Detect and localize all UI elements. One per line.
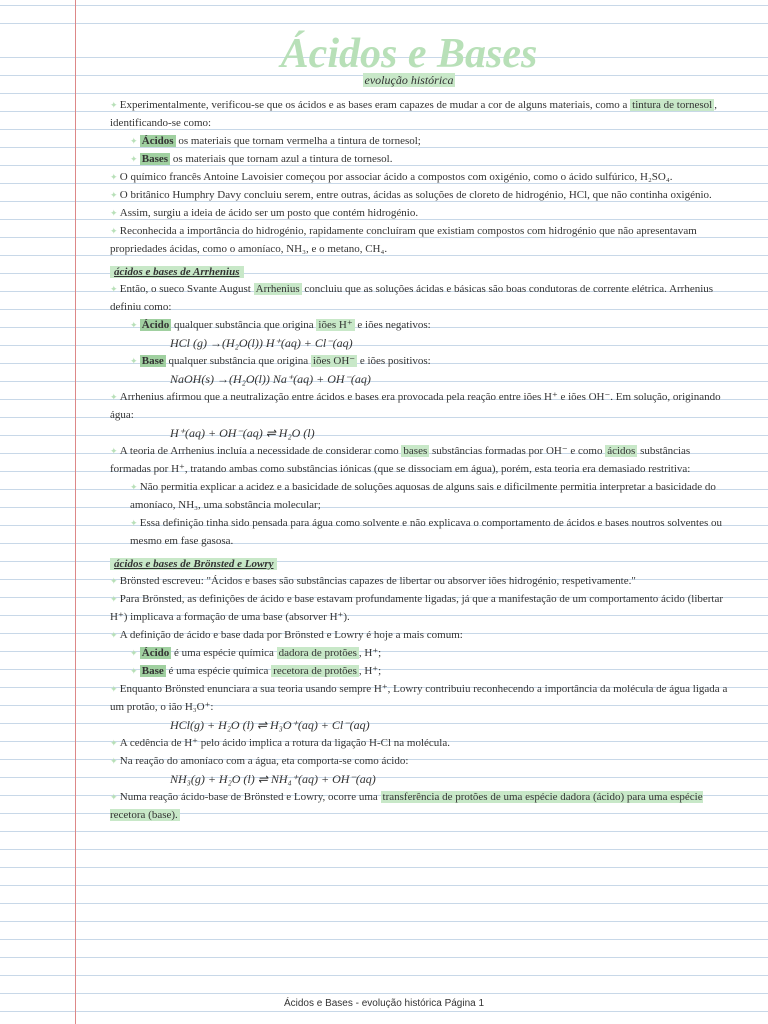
para: Enquanto Brönsted enunciara a sua teoria…	[90, 680, 728, 716]
list-item: Bases os materiais que tornam azul a tin…	[90, 150, 728, 168]
formula: HCl(g) + H₂O (l) ⇌ H₃O⁺(aq) + Cl⁻(aq)	[90, 716, 728, 734]
para: Arrhenius afirmou que a neutralização en…	[90, 388, 728, 424]
formula: HCl (g) →(H₂O(l)) H⁺(aq) + Cl⁻(aq)	[90, 334, 728, 352]
para: Para Brönsted, as definições de ácido e …	[90, 590, 728, 626]
para: Numa reação ácido-base de Brönsted e Low…	[90, 788, 728, 824]
para: A definição de ácido e base dada por Brö…	[90, 626, 728, 644]
para: O britânico Humphry Davy concluiu serem,…	[90, 186, 728, 204]
formula: NH₃(g) + H₂O (l) ⇌ NH₄⁺(aq) + OH⁻(aq)	[90, 770, 728, 788]
formula: NaOH(s) →(H₂O(l)) Na⁺(aq) + OH⁻(aq)	[90, 370, 728, 388]
para: Então, o sueco Svante August Arrhenius c…	[90, 280, 728, 316]
para: A teoria de Arrhenius incluía a necessid…	[90, 442, 728, 478]
subtitle: evolução histórica	[363, 73, 456, 87]
page-footer: Ácidos e Bases - evolução histórica Pági…	[0, 998, 768, 1009]
list-item: Base qualquer substância que origina iõe…	[90, 352, 728, 370]
list-item: Ácido qualquer substância que origina iõ…	[90, 316, 728, 334]
page-title: Ácidos e Bases	[90, 30, 728, 78]
list-item: Ácidos os materiais que tornam vermelha …	[90, 132, 728, 150]
formula: H⁺(aq) + OH⁻(aq) ⇌ H₂O (l)	[90, 424, 728, 442]
para: Reconhecida a importância do hidrogénio,…	[90, 222, 728, 258]
para: A cedência de H⁺ pelo ácido implica a ro…	[90, 734, 728, 752]
para: Na reação do amoníaco com a água, eta co…	[90, 752, 728, 770]
para: Assim, surgiu a ideia de ácido ser um po…	[90, 204, 728, 222]
section-heading: ácidos e bases de Arrhenius	[110, 266, 244, 278]
para: O químico francês Antoine Lavoisier come…	[90, 168, 728, 186]
para: Não permitia explicar a acidez e a basic…	[90, 478, 728, 514]
list-item: Ácido é uma espécie química dadora de pr…	[90, 644, 728, 662]
para: Essa definição tinha sido pensada para á…	[90, 514, 728, 550]
notebook-page: Ácidos e Bases evolução histórica Experi…	[0, 0, 768, 1024]
section-heading: ácidos e bases de Brönsted e Lowry	[110, 558, 277, 570]
list-item: Base é uma espécie química recetora de p…	[90, 662, 728, 680]
para: Experimentalmente, verificou-se que os á…	[90, 96, 728, 132]
para: Brönsted escreveu: "Ácidos e bases são s…	[90, 572, 728, 590]
